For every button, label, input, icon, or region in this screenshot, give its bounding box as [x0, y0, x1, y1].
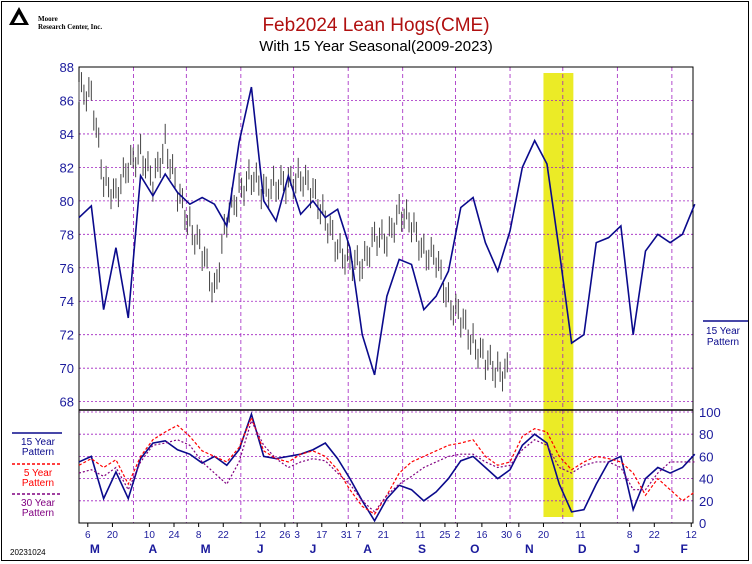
price-y-tick-label: 74 — [60, 294, 74, 309]
index-series-line-30-year-pattern — [78, 419, 695, 513]
logo-mark-icon — [9, 7, 29, 25]
x-axis-month-label: F — [681, 542, 688, 556]
x-axis-day-label: 3 — [294, 530, 300, 541]
x-axis-day-label: 26 — [279, 530, 291, 541]
x-axis-day-label: 17 — [316, 530, 328, 541]
x-axis-day-label: 16 — [476, 530, 488, 541]
legend-label-15-year-right: 15 Year — [706, 326, 741, 337]
index-series-line-15-year-pattern — [78, 411, 696, 523]
index-y-tick-label: 20 — [699, 494, 713, 509]
legend-label-index: 5 Year — [24, 468, 53, 479]
x-axis-day-label: 8 — [627, 530, 633, 541]
x-axis-day-label: 11 — [575, 530, 586, 541]
price-y-tick-label: 82 — [60, 160, 74, 175]
x-axis-day-label: 20 — [107, 530, 119, 541]
x-axis-day-label: 12 — [255, 530, 267, 541]
logo: Moore Research Center, Inc. — [8, 6, 102, 31]
legend-label-index: Pattern — [22, 447, 54, 458]
legend-label-index: 30 Year — [21, 498, 56, 509]
plot-border — [78, 66, 694, 524]
index-y-tick-label: 60 — [699, 449, 713, 464]
x-axis-month-label: O — [470, 542, 479, 556]
index-y-tick-label: 0 — [699, 516, 706, 531]
legend-label-15-year-right: Pattern — [707, 337, 739, 348]
series-line-15-year-pattern — [78, 86, 696, 376]
price-y-tick-label: 78 — [60, 227, 74, 242]
x-axis-day-label: 31 — [341, 530, 353, 541]
x-axis-month-label: D — [578, 542, 587, 556]
price-y-tick-label: 88 — [60, 60, 74, 75]
price-y-tick-label: 84 — [60, 127, 74, 142]
legend-label-index: Pattern — [22, 508, 54, 519]
logo-text-line2: Research Center, Inc. — [38, 23, 103, 31]
chart-subtitle: With 15 Year Seasonal(2009-2023) — [259, 38, 493, 55]
x-axis-day-label: 8 — [196, 530, 202, 541]
index-series-line-5-year-pattern — [78, 415, 696, 515]
x-axis-day-label: 12 — [686, 530, 698, 541]
x-axis-month-label: M — [90, 542, 100, 556]
price-y-tick-label: 70 — [60, 361, 74, 376]
legend-label-index: 15 Year — [21, 437, 56, 448]
x-axis-day-label: 24 — [168, 530, 180, 541]
x-axis-month-label: N — [525, 542, 534, 556]
x-axis-day-label: 21 — [378, 530, 390, 541]
x-axis-month-label: J — [633, 542, 640, 556]
price-y-tick-label: 86 — [60, 93, 74, 108]
x-axis-day-label: 20 — [538, 530, 550, 541]
price-y-tick-label: 72 — [60, 328, 74, 343]
x-axis-day-label: 22 — [218, 530, 230, 541]
price-y-tick-label: 68 — [60, 395, 74, 410]
index-y-tick-label: 40 — [699, 472, 713, 487]
x-axis-day-label: 25 — [439, 530, 451, 541]
index-y-tick-label: 80 — [699, 427, 713, 442]
x-axis-month-label: J — [257, 542, 264, 556]
index-y-tick-label: 100 — [699, 405, 721, 420]
date-stamp: 20231024 — [10, 548, 46, 557]
x-axis-day-label: 10 — [144, 530, 156, 541]
x-axis-day-label: 30 — [501, 530, 513, 541]
x-axis-day-label: 11 — [415, 530, 426, 541]
x-axis-day-label: 22 — [649, 530, 661, 541]
legend-label-index: Pattern — [22, 478, 54, 489]
x-axis-day-label: 7 — [356, 530, 362, 541]
x-axis-day-label: 2 — [454, 530, 460, 541]
chart-title: Feb2024 Lean Hogs(CME) — [262, 15, 490, 36]
x-axis-month-label: J — [310, 542, 317, 556]
price-y-tick-label: 80 — [60, 194, 74, 209]
x-axis-month-label: S — [418, 542, 426, 556]
x-axis-month-label: A — [149, 542, 158, 556]
x-axis-day-label: 6 — [85, 530, 91, 541]
x-axis-month-label: A — [363, 542, 372, 556]
seasonal-window-highlight — [543, 73, 574, 517]
x-axis-month-label: M — [201, 542, 211, 556]
price-y-tick-label: 76 — [60, 261, 74, 276]
x-axis-day-label: 6 — [516, 530, 522, 541]
logo-text-line1: Moore — [38, 15, 58, 23]
